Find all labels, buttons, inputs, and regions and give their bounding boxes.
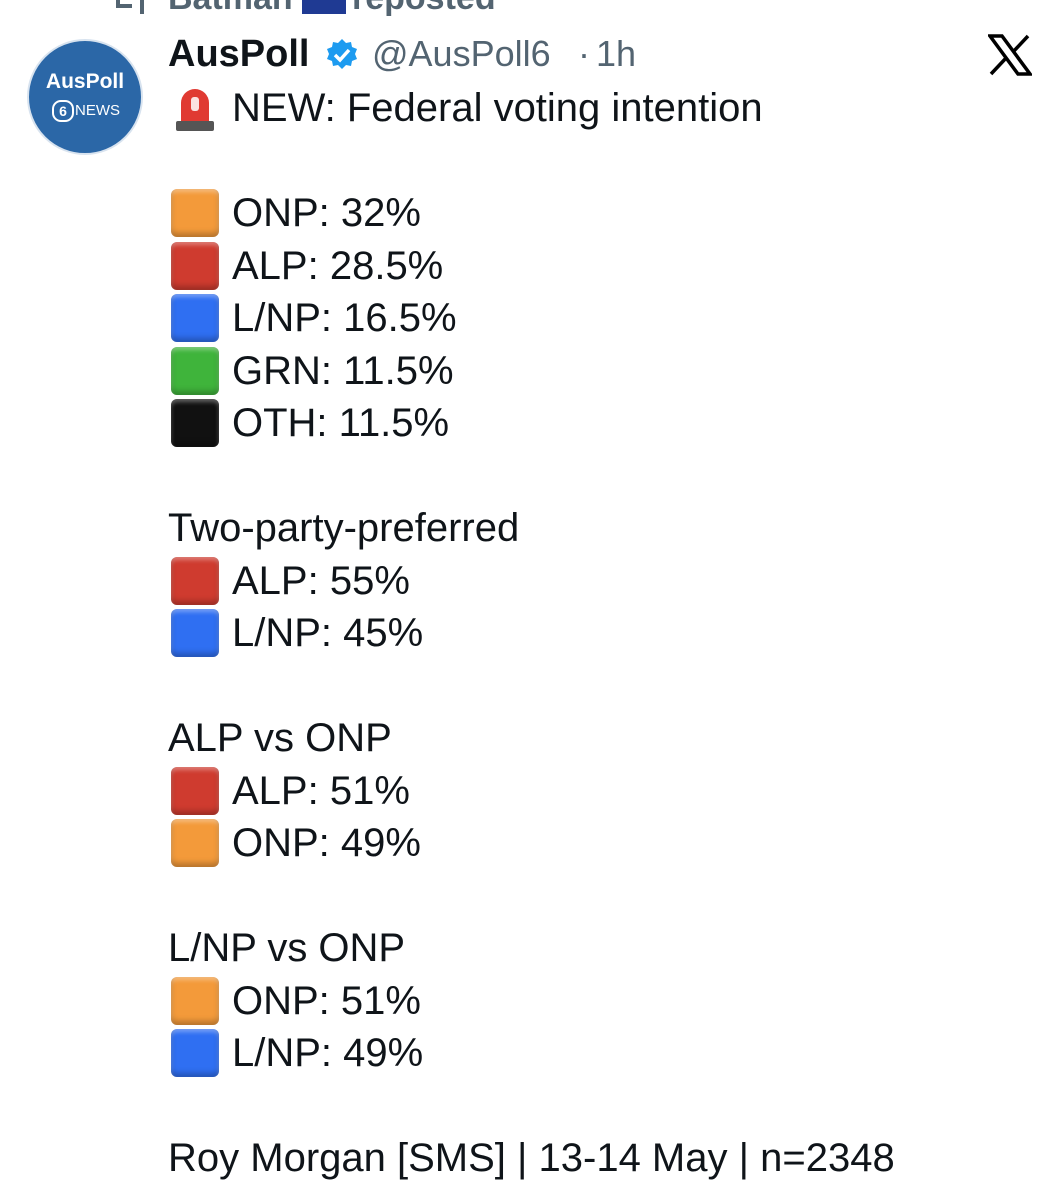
- avatar[interactable]: [27, 39, 143, 155]
- result-line: L/NP: 45%: [232, 611, 424, 655]
- flag-icon: [302, 0, 346, 14]
- repost-icon: [116, 0, 144, 14]
- section-title: ALP vs ONP: [168, 716, 392, 760]
- result-line: ONP: 51%: [232, 978, 421, 1023]
- result-line: ALP: 51%: [232, 768, 410, 813]
- result-line: ONP: 32%: [232, 191, 421, 235]
- color-square: [171, 1029, 219, 1077]
- author-name[interactable]: AusPoll: [168, 33, 310, 75]
- avatar-number: 6: [52, 100, 74, 122]
- result-line: ALP: 55%: [232, 558, 410, 603]
- avatar-word: NEWS: [75, 102, 120, 119]
- result-line: GRN: 11.5%: [232, 348, 454, 393]
- color-square: [171, 399, 219, 447]
- separator: ·: [578, 33, 590, 74]
- color-square: [171, 766, 219, 815]
- siren-icon: [176, 89, 214, 131]
- color-square: [171, 819, 219, 867]
- color-square: [171, 556, 219, 605]
- source-line: Roy Morgan [SMS] | 13-14 May | n=2348: [168, 1136, 895, 1180]
- result-line: L/NP: 49%: [232, 1031, 424, 1075]
- avatar-brand: AusPoll: [45, 70, 125, 93]
- result-line: OTH: 11.5%: [232, 401, 450, 445]
- result-line: L/NP: 16.5%: [232, 296, 457, 340]
- headline: NEW: Federal voting intention: [232, 86, 763, 130]
- color-square: [171, 346, 219, 395]
- author-handle[interactable]: @AusPoll6: [372, 33, 551, 74]
- result-line: ONP: 49%: [232, 821, 421, 865]
- section-title: Two-party-preferred: [168, 506, 520, 550]
- result-line: ALP: 28.5%: [232, 243, 444, 288]
- color-square: [171, 609, 219, 657]
- color-square: [171, 976, 219, 1025]
- repost-user[interactable]: Batman: [168, 0, 293, 18]
- post-time[interactable]: 1h: [596, 33, 637, 74]
- color-square: [171, 241, 219, 290]
- section-title: L/NP vs ONP: [168, 926, 406, 970]
- repost-label: reposted: [352, 0, 496, 18]
- color-square: [171, 294, 219, 342]
- color-square: [171, 189, 219, 237]
- verified-badge: [327, 39, 357, 69]
- x-logo[interactable]: [988, 34, 1032, 76]
